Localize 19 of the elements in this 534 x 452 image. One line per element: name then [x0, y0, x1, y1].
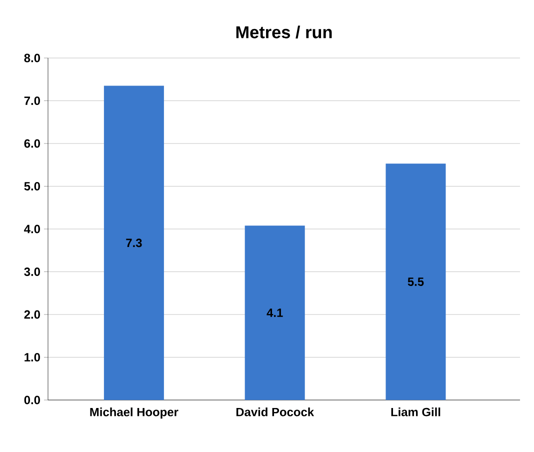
y-tick-label: 4.0 — [24, 224, 40, 234]
bar — [104, 86, 164, 400]
y-tick-label: 5.0 — [24, 182, 40, 190]
y-tick-label: 3.0 — [24, 268, 40, 276]
y-tick-label: 6.0 — [24, 139, 40, 148]
data-label: 5.5 — [408, 278, 424, 286]
bar — [244, 226, 305, 400]
data-label: 4.1 — [266, 308, 283, 317]
bar — [386, 164, 446, 400]
x-tick-label: David Pocock — [236, 408, 314, 416]
chart-title: Metres / run — [236, 26, 332, 39]
y-tick-label: 1.0 — [24, 353, 40, 362]
y-tick-label: 8.0 — [24, 54, 40, 62]
x-tick-label: Liam Gill — [391, 408, 440, 416]
x-tick-label: Michael Hooper — [90, 408, 178, 419]
y-tick-label: 2.0 — [24, 310, 40, 319]
data-label: 7.3 — [126, 238, 142, 248]
y-tick-label: 7.0 — [24, 96, 40, 105]
y-tick-label: 0.0 — [24, 396, 40, 404]
